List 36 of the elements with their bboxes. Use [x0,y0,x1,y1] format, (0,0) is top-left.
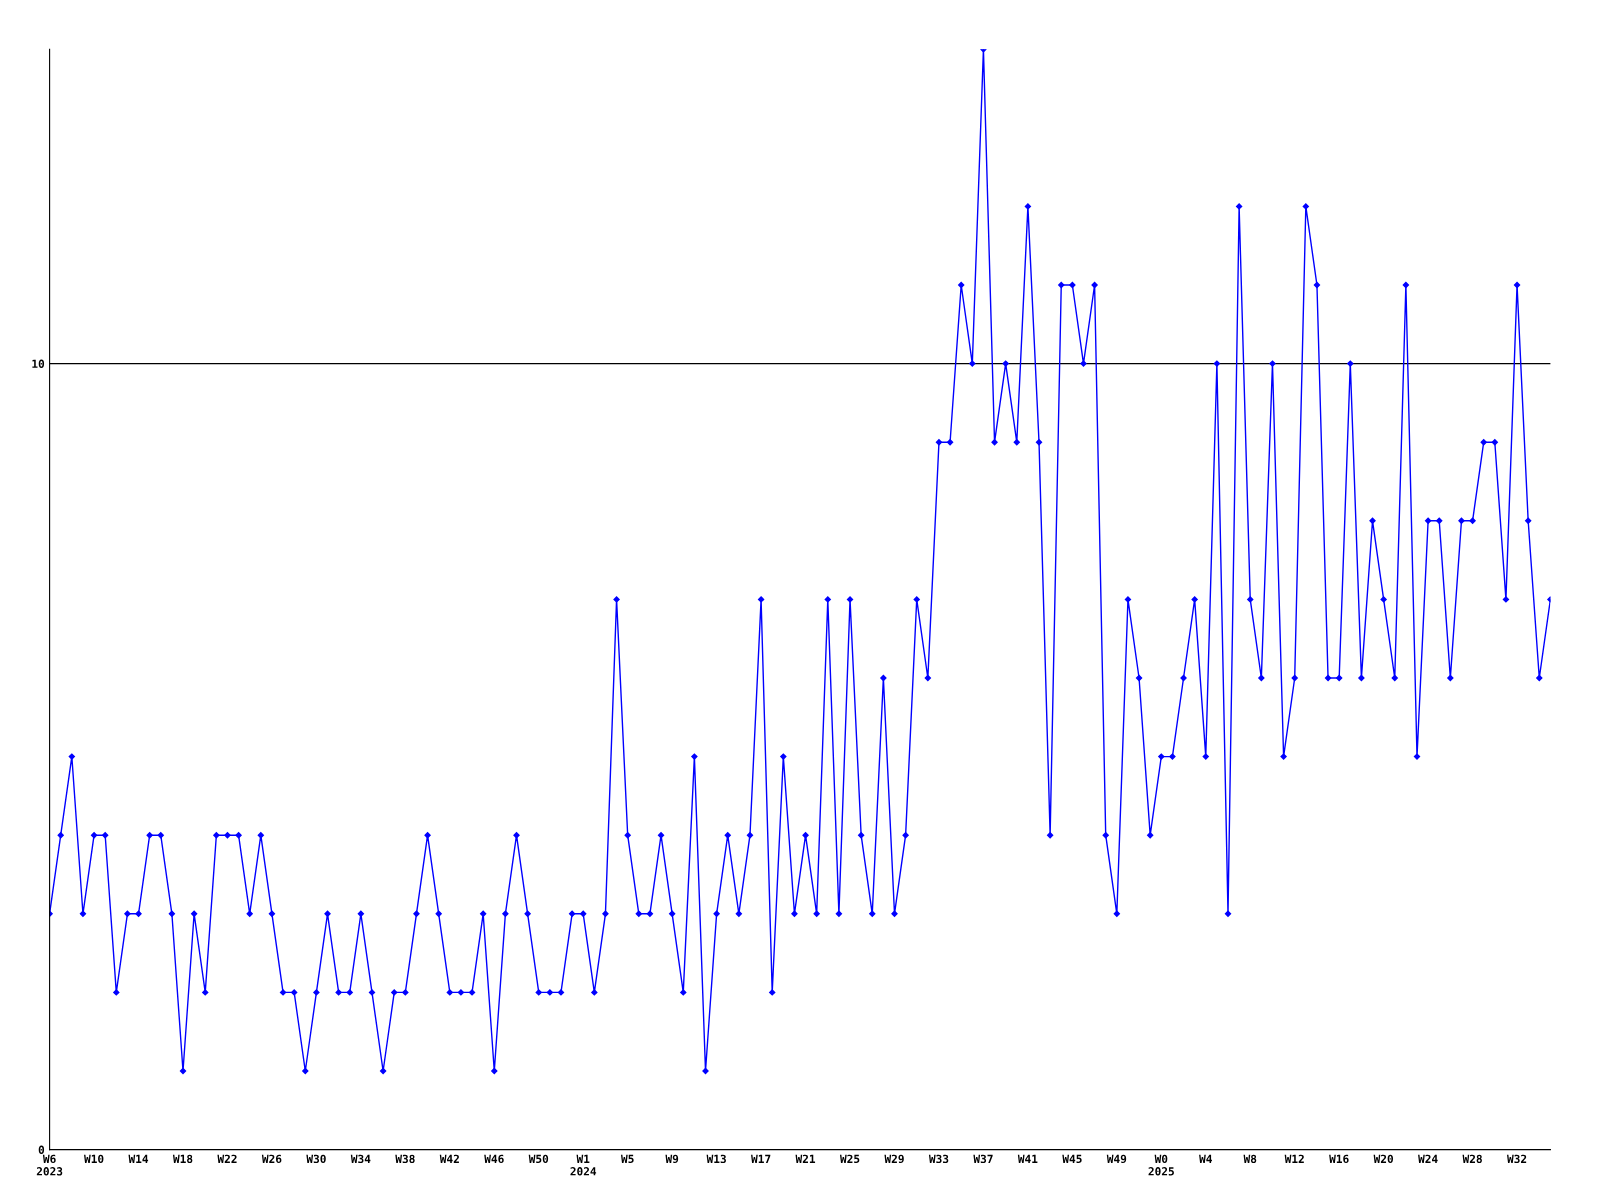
x-tick-label: W45 [1062,1154,1082,1164]
x-tick-label: W9 [665,1154,679,1164]
x-tick-label: W0 2025 [1148,1154,1174,1176]
x-tick-label: W46 [484,1154,504,1164]
x-tick-label: W28 [1462,1154,1482,1164]
x-tick-label: W10 [84,1154,104,1164]
x-tick-label: W6 2023 [36,1154,63,1176]
x-tick-label: W32 [1507,1154,1527,1164]
x-tick-label: W38 [395,1154,415,1164]
x-tick-label: W33 [928,1154,949,1164]
x-tick-label: W24 [1418,1154,1438,1163]
x-tick-label: W29 [884,1154,904,1164]
x-tick-label: W41 [1017,1154,1038,1163]
x-tick-label: W22 [217,1154,237,1163]
x-tick-label: W21 [795,1154,816,1163]
x-tick-label: W34 [350,1154,371,1164]
x-tick-label: W4 [1199,1154,1212,1163]
x-tick-label: W26 [261,1154,282,1164]
x-tick-label: W37 [973,1154,993,1164]
x-tick-label: W14 [128,1154,149,1163]
x-tick-label: W12 [1284,1154,1304,1163]
x-tick-label: W50 [528,1154,549,1164]
y-tick-label: 10 [32,359,45,368]
x-tick-label: W25 [839,1154,860,1164]
x-tick-label: W30 [306,1154,326,1164]
x-tick-label: W42 [439,1154,459,1163]
x-tick-label: W13 [706,1154,726,1164]
x-tick-label: W16 [1329,1154,1349,1164]
x-tick-label: W18 [172,1154,193,1164]
x-tick-label: W49 [1106,1154,1127,1164]
x-tick-label: W8 [1243,1154,1257,1164]
x-tick-label: W1 2024 [570,1154,597,1176]
x-tick-label: W5 [621,1154,634,1164]
x-tick-label: W20 [1373,1154,1394,1164]
x-tick-label: W17 [751,1154,771,1163]
y-tick-label: 0 [38,1145,45,1154]
